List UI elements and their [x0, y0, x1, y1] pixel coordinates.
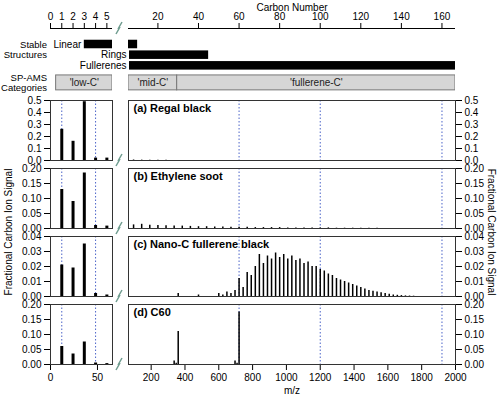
svg-text:Linear: Linear [54, 39, 82, 50]
svg-text:0.5: 0.5 [28, 95, 42, 106]
svg-text:0.3: 0.3 [465, 119, 479, 130]
svg-text:0.10: 0.10 [22, 329, 42, 340]
svg-text:0.01: 0.01 [465, 276, 485, 287]
svg-text:1600: 1600 [377, 372, 400, 383]
svg-text:0.20: 0.20 [465, 299, 485, 310]
svg-text:0.0: 0.0 [464, 154, 479, 166]
svg-text:60: 60 [234, 11, 246, 22]
svg-text:140: 140 [393, 11, 410, 22]
html-text:Fractional Carbon Ion Signal: Fractional Carbon Ion Signal [486, 168, 497, 296]
svg-text:0.20: 0.20 [22, 299, 42, 310]
svg-text:2: 2 [70, 11, 76, 22]
svg-text:1400: 1400 [343, 372, 366, 383]
svg-text:m/z: m/z [284, 385, 300, 396]
svg-text:0.2: 0.2 [28, 131, 42, 142]
svg-text:0.10: 0.10 [465, 193, 485, 204]
svg-text:Fullerenes: Fullerenes [80, 60, 127, 71]
svg-text:(b) Ethylene soot: (b) Ethylene soot [134, 170, 224, 182]
html-text:Fractional Carbon Ion Signal: Fractional Carbon Ion Signal [3, 168, 14, 296]
svg-text:0.5: 0.5 [465, 95, 479, 106]
svg-text:120: 120 [352, 11, 369, 22]
html-text:SP-AMS Categories: SP-AMS Categories [1, 72, 47, 93]
svg-text:0.1: 0.1 [28, 143, 42, 154]
svg-text:0.15: 0.15 [22, 178, 42, 189]
svg-text:0.00: 0.00 [464, 290, 484, 302]
svg-text:20: 20 [152, 11, 164, 22]
svg-text:0.03: 0.03 [465, 246, 485, 257]
svg-text:40: 40 [193, 11, 205, 22]
svg-text:(a) Regal black: (a) Regal black [134, 102, 213, 114]
svg-text:0.00: 0.00 [464, 222, 484, 234]
svg-text:0.10: 0.10 [22, 193, 42, 204]
svg-text:0.00: 0.00 [22, 290, 42, 302]
svg-text:4: 4 [93, 11, 99, 22]
svg-text:0.05: 0.05 [22, 344, 42, 355]
svg-text:0.05: 0.05 [465, 208, 485, 219]
svg-text:0: 0 [48, 372, 54, 383]
svg-text:100: 100 [311, 10, 329, 22]
svg-text:160: 160 [434, 11, 451, 22]
html-text:Stable Structures: Stable Structures [3, 39, 47, 60]
svg-text:5: 5 [104, 11, 110, 22]
svg-text:2000: 2000 [444, 372, 467, 383]
svg-text:0.20: 0.20 [465, 163, 485, 174]
svg-text:0.00: 0.00 [465, 359, 485, 370]
svg-text:1000: 1000 [275, 372, 298, 383]
svg-text:(c) Nano-C fullerene black: (c) Nano-C fullerene black [134, 238, 271, 250]
svg-text:0.15: 0.15 [465, 314, 485, 325]
svg-text:80: 80 [274, 10, 286, 22]
svg-text:600: 600 [210, 372, 227, 383]
svg-text:200: 200 [143, 372, 160, 383]
svg-text:1800: 1800 [411, 372, 434, 383]
svg-text:1: 1 [59, 11, 65, 22]
svg-text:0.00: 0.00 [22, 222, 42, 234]
svg-text:3: 3 [82, 11, 88, 22]
svg-text:0.4: 0.4 [465, 107, 479, 118]
svg-text:'fullerene-C': 'fullerene-C' [290, 77, 343, 88]
svg-text:0.02: 0.02 [465, 261, 485, 272]
svg-text:0: 0 [48, 11, 54, 22]
svg-text:0.01: 0.01 [22, 276, 42, 287]
svg-text:0.10: 0.10 [465, 329, 485, 340]
svg-text:0.15: 0.15 [465, 178, 485, 189]
svg-text:'low-C': 'low-C' [70, 77, 99, 88]
svg-text:800: 800 [244, 372, 261, 383]
svg-text:0.0: 0.0 [27, 154, 42, 166]
svg-text:(d) C60: (d) C60 [134, 306, 171, 318]
svg-text:0.02: 0.02 [22, 261, 42, 272]
svg-text:0.15: 0.15 [22, 314, 42, 325]
svg-text:0.20: 0.20 [22, 163, 42, 174]
svg-text:0.05: 0.05 [22, 208, 42, 219]
svg-text:0.3: 0.3 [28, 119, 42, 130]
svg-text:0.00: 0.00 [22, 359, 42, 370]
svg-text:0.04: 0.04 [465, 231, 485, 242]
svg-text:0.1: 0.1 [465, 143, 479, 154]
svg-text:0.2: 0.2 [465, 131, 479, 142]
svg-text:1200: 1200 [309, 372, 332, 383]
svg-text:0.04: 0.04 [22, 231, 42, 242]
svg-text:0.4: 0.4 [28, 107, 42, 118]
svg-text:0.05: 0.05 [465, 344, 485, 355]
svg-text:'mid-C': 'mid-C' [138, 77, 169, 88]
svg-text:0.03: 0.03 [22, 246, 42, 257]
svg-text:Carbon Number: Carbon Number [256, 2, 328, 13]
svg-text:50: 50 [92, 372, 104, 383]
svg-text:Rings: Rings [101, 49, 127, 60]
svg-text:400: 400 [177, 372, 194, 383]
